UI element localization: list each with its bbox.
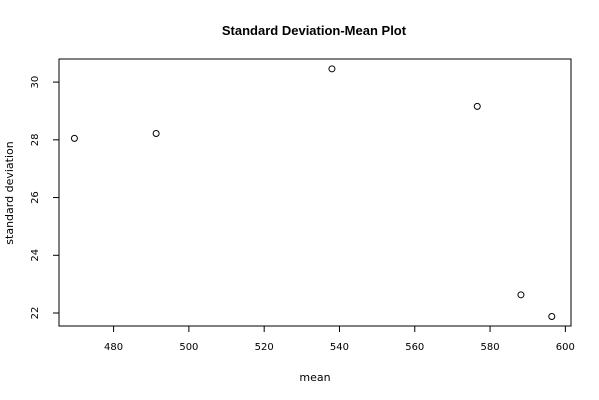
y-axis: 22 24 26 28 30	[30, 76, 60, 320]
x-tick-label: 480	[104, 342, 123, 353]
y-tick-label: 24	[30, 249, 41, 262]
data-point	[548, 312, 556, 320]
x-tick-label: 600	[556, 342, 575, 353]
data-point	[473, 102, 481, 110]
x-axis: 480 500 520 540 560 580 600	[104, 325, 575, 353]
plot-area-frame	[58, 58, 572, 327]
x-tick-label: 500	[179, 342, 198, 353]
x-tick-label: 560	[405, 342, 424, 353]
y-tick-label: 30	[30, 76, 41, 89]
data-points	[70, 65, 556, 320]
chart-title: Standard Deviation-Mean Plot	[222, 23, 407, 38]
data-point	[517, 291, 525, 299]
x-tick-label: 540	[330, 342, 349, 353]
x-tick-label: 520	[255, 342, 274, 353]
y-tick-label: 22	[30, 307, 41, 320]
y-tick-label: 26	[30, 191, 41, 204]
data-point	[70, 134, 78, 142]
x-axis-label: mean	[299, 371, 330, 384]
y-axis-label: standard deviation	[3, 141, 16, 244]
data-point	[328, 65, 336, 73]
data-point	[152, 129, 160, 137]
x-tick-label: 580	[481, 342, 500, 353]
y-tick-label: 28	[30, 133, 41, 146]
